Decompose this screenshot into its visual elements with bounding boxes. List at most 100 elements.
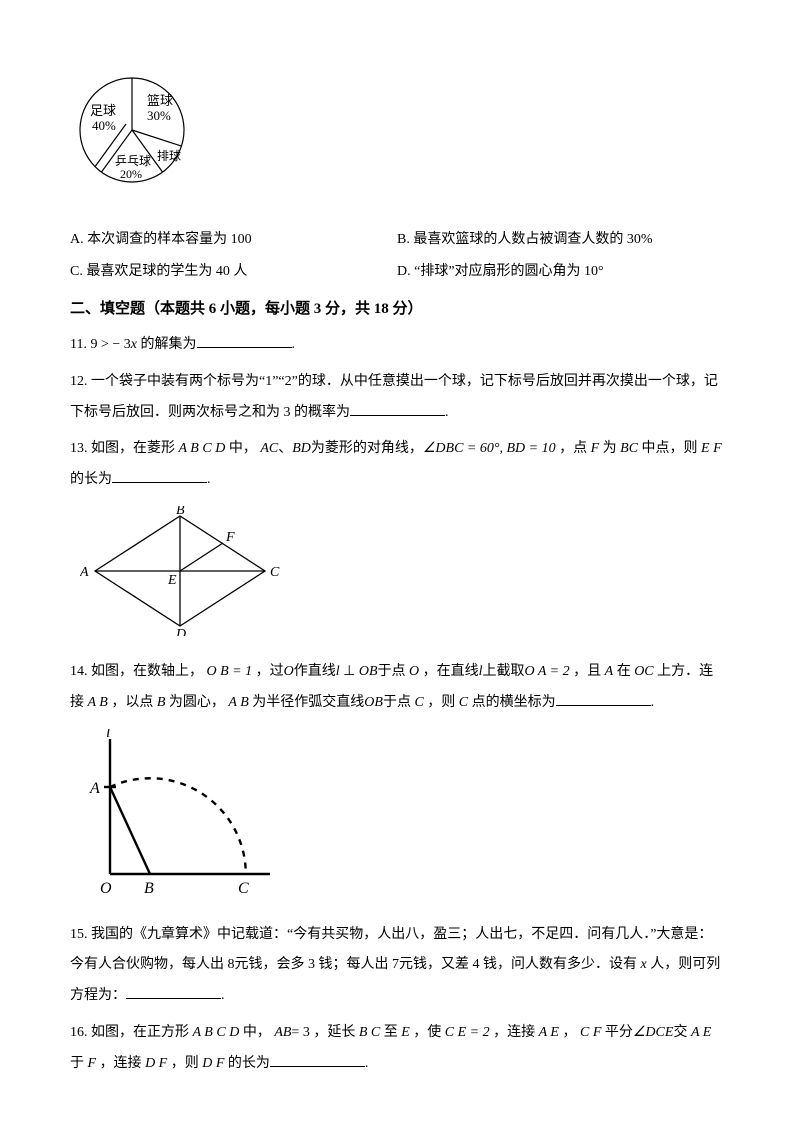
- q16-e: E: [401, 1025, 410, 1040]
- q16-bc: B C: [359, 1025, 380, 1040]
- option-a: A. 本次调查的样本容量为 100: [70, 226, 397, 254]
- q16-k: ，连接: [96, 1056, 145, 1071]
- options-row-2: C. 最喜欢足球的学生为 40 人 D. “排球”对应扇形的圆心角为 10°: [70, 258, 724, 286]
- options-row-1: A. 本次调查的样本容量为 100 B. 最喜欢篮球的人数占被调查人数的 30%: [70, 226, 724, 254]
- q16-m: 的长为: [224, 1056, 270, 1071]
- pie-label-pingpong: 乒乓球: [115, 154, 151, 168]
- q16-l: ，则: [167, 1056, 202, 1071]
- svg-text:B: B: [176, 506, 185, 518]
- q15-blank: [126, 984, 221, 999]
- q15-period: .: [221, 988, 225, 1003]
- pie-chart-figure: 篮球 30% 排球 乒乓球 20% 足球 40%: [62, 60, 724, 211]
- q13-blank: [112, 468, 207, 483]
- q16-ee: ，使: [410, 1025, 445, 1040]
- q11-suffix: 的解集为: [137, 337, 197, 352]
- q14-o2: O: [409, 664, 419, 679]
- question-14: 14. 如图，在数轴上， O B = 1 ，过O作直线l ⊥ OB于点 O ，在…: [70, 657, 724, 719]
- svg-text:F: F: [225, 530, 235, 545]
- q13-bc: BC: [620, 441, 638, 456]
- q13-e: 为: [599, 441, 620, 456]
- q14-ab: A B: [88, 695, 108, 710]
- svg-text:C: C: [270, 565, 280, 580]
- q14-n: ，则: [424, 695, 459, 710]
- pie-chart-svg: 篮球 30% 排球 乒乓球 20% 足球 40%: [62, 60, 212, 200]
- q14-ob3: OB: [364, 695, 383, 710]
- q12-period: .: [445, 405, 449, 420]
- arc-c-label: C: [238, 880, 249, 897]
- q14-g: ，且: [570, 664, 605, 679]
- q12-blank: [350, 400, 445, 415]
- q14-m: 于点: [383, 695, 415, 710]
- q11-prefix: 11. 9 > − 3: [70, 337, 131, 352]
- q16-i: 交: [673, 1025, 691, 1040]
- pie-pct-basketball: 30%: [147, 108, 171, 123]
- q16-ce: C E = 2: [445, 1025, 490, 1040]
- q13-b: 中，: [225, 441, 260, 456]
- q13-ef: E F: [701, 441, 722, 456]
- option-d: D. “排球”对应扇形的圆心角为 10°: [397, 258, 724, 286]
- q13-sep: 、: [278, 441, 292, 456]
- rhombus-svg: A B C D E F: [80, 506, 290, 636]
- q16-blank: [270, 1051, 365, 1066]
- q13-d: ，点: [556, 441, 591, 456]
- q14-b: ，过: [252, 664, 284, 679]
- svg-text:E: E: [167, 573, 177, 588]
- q16-j: 于: [70, 1056, 88, 1071]
- arc-b-label: B: [144, 880, 154, 897]
- pie-label-basketball: 篮球: [147, 93, 173, 108]
- q13-g: 的长为: [70, 472, 112, 487]
- q13-c: 为菱形的对角线，: [311, 441, 423, 456]
- arc-figure: l A O B C: [80, 729, 724, 910]
- q13-ac: AC: [260, 441, 278, 456]
- q16-c: ，延长: [310, 1025, 359, 1040]
- q14-c3: C: [459, 695, 468, 710]
- svg-text:A: A: [80, 565, 89, 580]
- q13-abcd: A B C D: [179, 441, 226, 456]
- q13-period: .: [207, 472, 211, 487]
- q14-ab2: A B: [228, 695, 248, 710]
- q14-e: ，在直线: [419, 664, 479, 679]
- question-11: 11. 9 > − 3x 的解集为.: [70, 330, 724, 361]
- q16-df2: D F: [202, 1056, 224, 1071]
- q14-blank: [556, 690, 651, 705]
- q16-cf: C F: [580, 1025, 601, 1040]
- q16-ae2: A E: [691, 1025, 711, 1040]
- q16-f: ，连接: [490, 1025, 539, 1040]
- q11-period: .: [292, 337, 296, 352]
- arc-l-label: l: [106, 729, 111, 741]
- q13-angle: ∠DBC = 60°, BD = 10: [423, 441, 556, 456]
- rhombus-figure: A B C D E F: [80, 506, 724, 647]
- q16-eq1: = 3: [291, 1025, 309, 1040]
- question-15: 15. 我国的《九章算术》中记载道：“今有共买物，人出八，盈三；人出七，不足四．…: [70, 920, 724, 1012]
- q14-f: 上截取: [483, 664, 525, 679]
- q15-a: 15. 我国的《九章算术》中记载道：“今有共买物，人出八，盈三；人出七，不足四．…: [70, 927, 712, 973]
- pie-pct-pingpong: 20%: [120, 167, 142, 181]
- section-heading: 二、填空题（本题共 6 小题，每小题 3 分，共 18 分）: [70, 294, 724, 324]
- q16-abcd: A B C D: [193, 1025, 240, 1040]
- option-c: C. 最喜欢足球的学生为 40 人: [70, 258, 397, 286]
- q16-g: ，: [559, 1025, 580, 1040]
- q13-ff: 中点，则: [638, 441, 701, 456]
- pie-label-volleyball: 排球: [157, 149, 181, 163]
- q14-period: .: [651, 695, 655, 710]
- q14-ll: 为半径作弧交直线: [249, 695, 365, 710]
- q16-b: 中，: [239, 1025, 274, 1040]
- question-16: 16. 如图，在正方形 A B C D 中， AB= 3 ，延长 B C 至 E…: [70, 1018, 724, 1080]
- q16-ff: F: [88, 1056, 97, 1071]
- q13-a: 13. 如图，在菱形: [70, 441, 179, 456]
- q14-ob2: OB: [359, 664, 378, 679]
- q16-d: 至: [380, 1025, 401, 1040]
- arc-o-label: O: [100, 880, 112, 897]
- q13-bd: BD: [292, 441, 311, 456]
- q14-j: ，以点: [108, 695, 157, 710]
- q14-o: O: [284, 664, 294, 679]
- q16-df: D F: [145, 1056, 167, 1071]
- q14-a: 14. 如图，在数轴上，: [70, 664, 207, 679]
- q14-c2: C: [414, 695, 423, 710]
- option-b: B. 最喜欢篮球的人数占被调查人数的 30%: [397, 226, 724, 254]
- arc-a-label: A: [89, 780, 100, 797]
- q16-h: 平分: [601, 1025, 633, 1040]
- q11-blank: [197, 333, 292, 348]
- q16-ae: A E: [539, 1025, 559, 1040]
- q16-angle: ∠DCE: [633, 1025, 674, 1040]
